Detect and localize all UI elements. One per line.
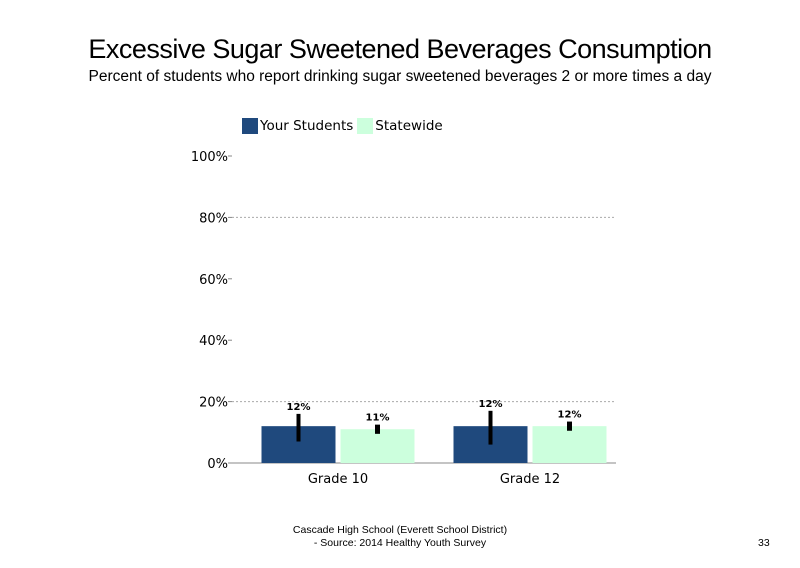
y-tick-label: 40%: [199, 334, 228, 349]
chart-subtitle: Percent of students who report drinking …: [88, 68, 712, 85]
page-number: 33: [758, 537, 770, 549]
legend-item-your-students: Your Students: [242, 118, 353, 134]
legend-swatch-your-students: [242, 118, 258, 134]
data-label: 12%: [558, 410, 582, 421]
x-tick-label: Grade 10: [308, 472, 368, 487]
y-tick-label: 20%: [199, 396, 228, 411]
data-label: 11%: [366, 413, 390, 424]
data-label: 12%: [479, 399, 503, 410]
footer-source: - Source: 2014 Healthy Youth Survey: [313, 537, 487, 549]
legend-swatch-statewide: [357, 118, 374, 134]
y-tick-label: 0%: [207, 457, 228, 472]
legend-item-statewide: Statewide: [357, 118, 443, 134]
footer-school: Cascade High School (Everett School Dist…: [292, 524, 508, 536]
y-tick-label: 100%: [191, 150, 228, 165]
y-tick-label: 60%: [199, 273, 228, 288]
legend-label-statewide: Statewide: [375, 118, 443, 134]
bar: [340, 429, 415, 463]
footer: Cascade High School (Everett School Dist…: [250, 524, 550, 550]
data-label: 12%: [287, 402, 311, 413]
bar: [532, 426, 607, 463]
chart-legend: Your Students Statewide: [242, 118, 447, 134]
chart-title: Excessive Sugar Sweetened Beverages Cons…: [88, 34, 712, 64]
legend-label-your-students: Your Students: [260, 118, 354, 134]
x-tick-label: Grade 12: [500, 472, 560, 487]
y-tick-label: 80%: [199, 211, 228, 226]
